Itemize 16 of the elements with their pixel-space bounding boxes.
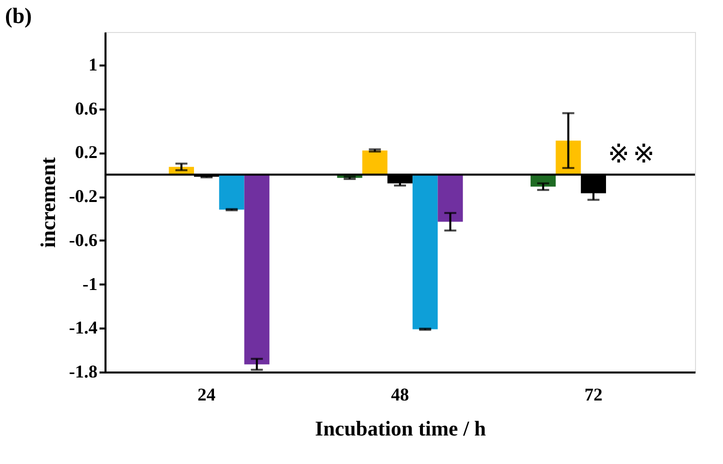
y-tick-label: -1.4 [69, 318, 98, 338]
y-tick-label: 0.2 [75, 142, 98, 162]
y-tick-label: 1 [88, 54, 98, 74]
x-axis-title: Incubation time / h [315, 416, 486, 440]
x-tick-label: 48 [391, 384, 409, 404]
x-tick-label: 24 [198, 384, 216, 404]
y-axis-title: increment [36, 157, 60, 248]
chart-title: (b) [5, 3, 32, 28]
y-tick-label: 0.6 [75, 98, 98, 118]
y-tick-label: -0.6 [69, 230, 98, 250]
annotation: ※ [632, 140, 655, 170]
y-tick-label: -0.2 [69, 186, 98, 206]
y-tick-label: -1.8 [69, 362, 98, 382]
annotation: ※ [608, 140, 630, 170]
x-tick-label: 72 [584, 384, 602, 404]
y-tick-label: -1 [82, 274, 98, 294]
